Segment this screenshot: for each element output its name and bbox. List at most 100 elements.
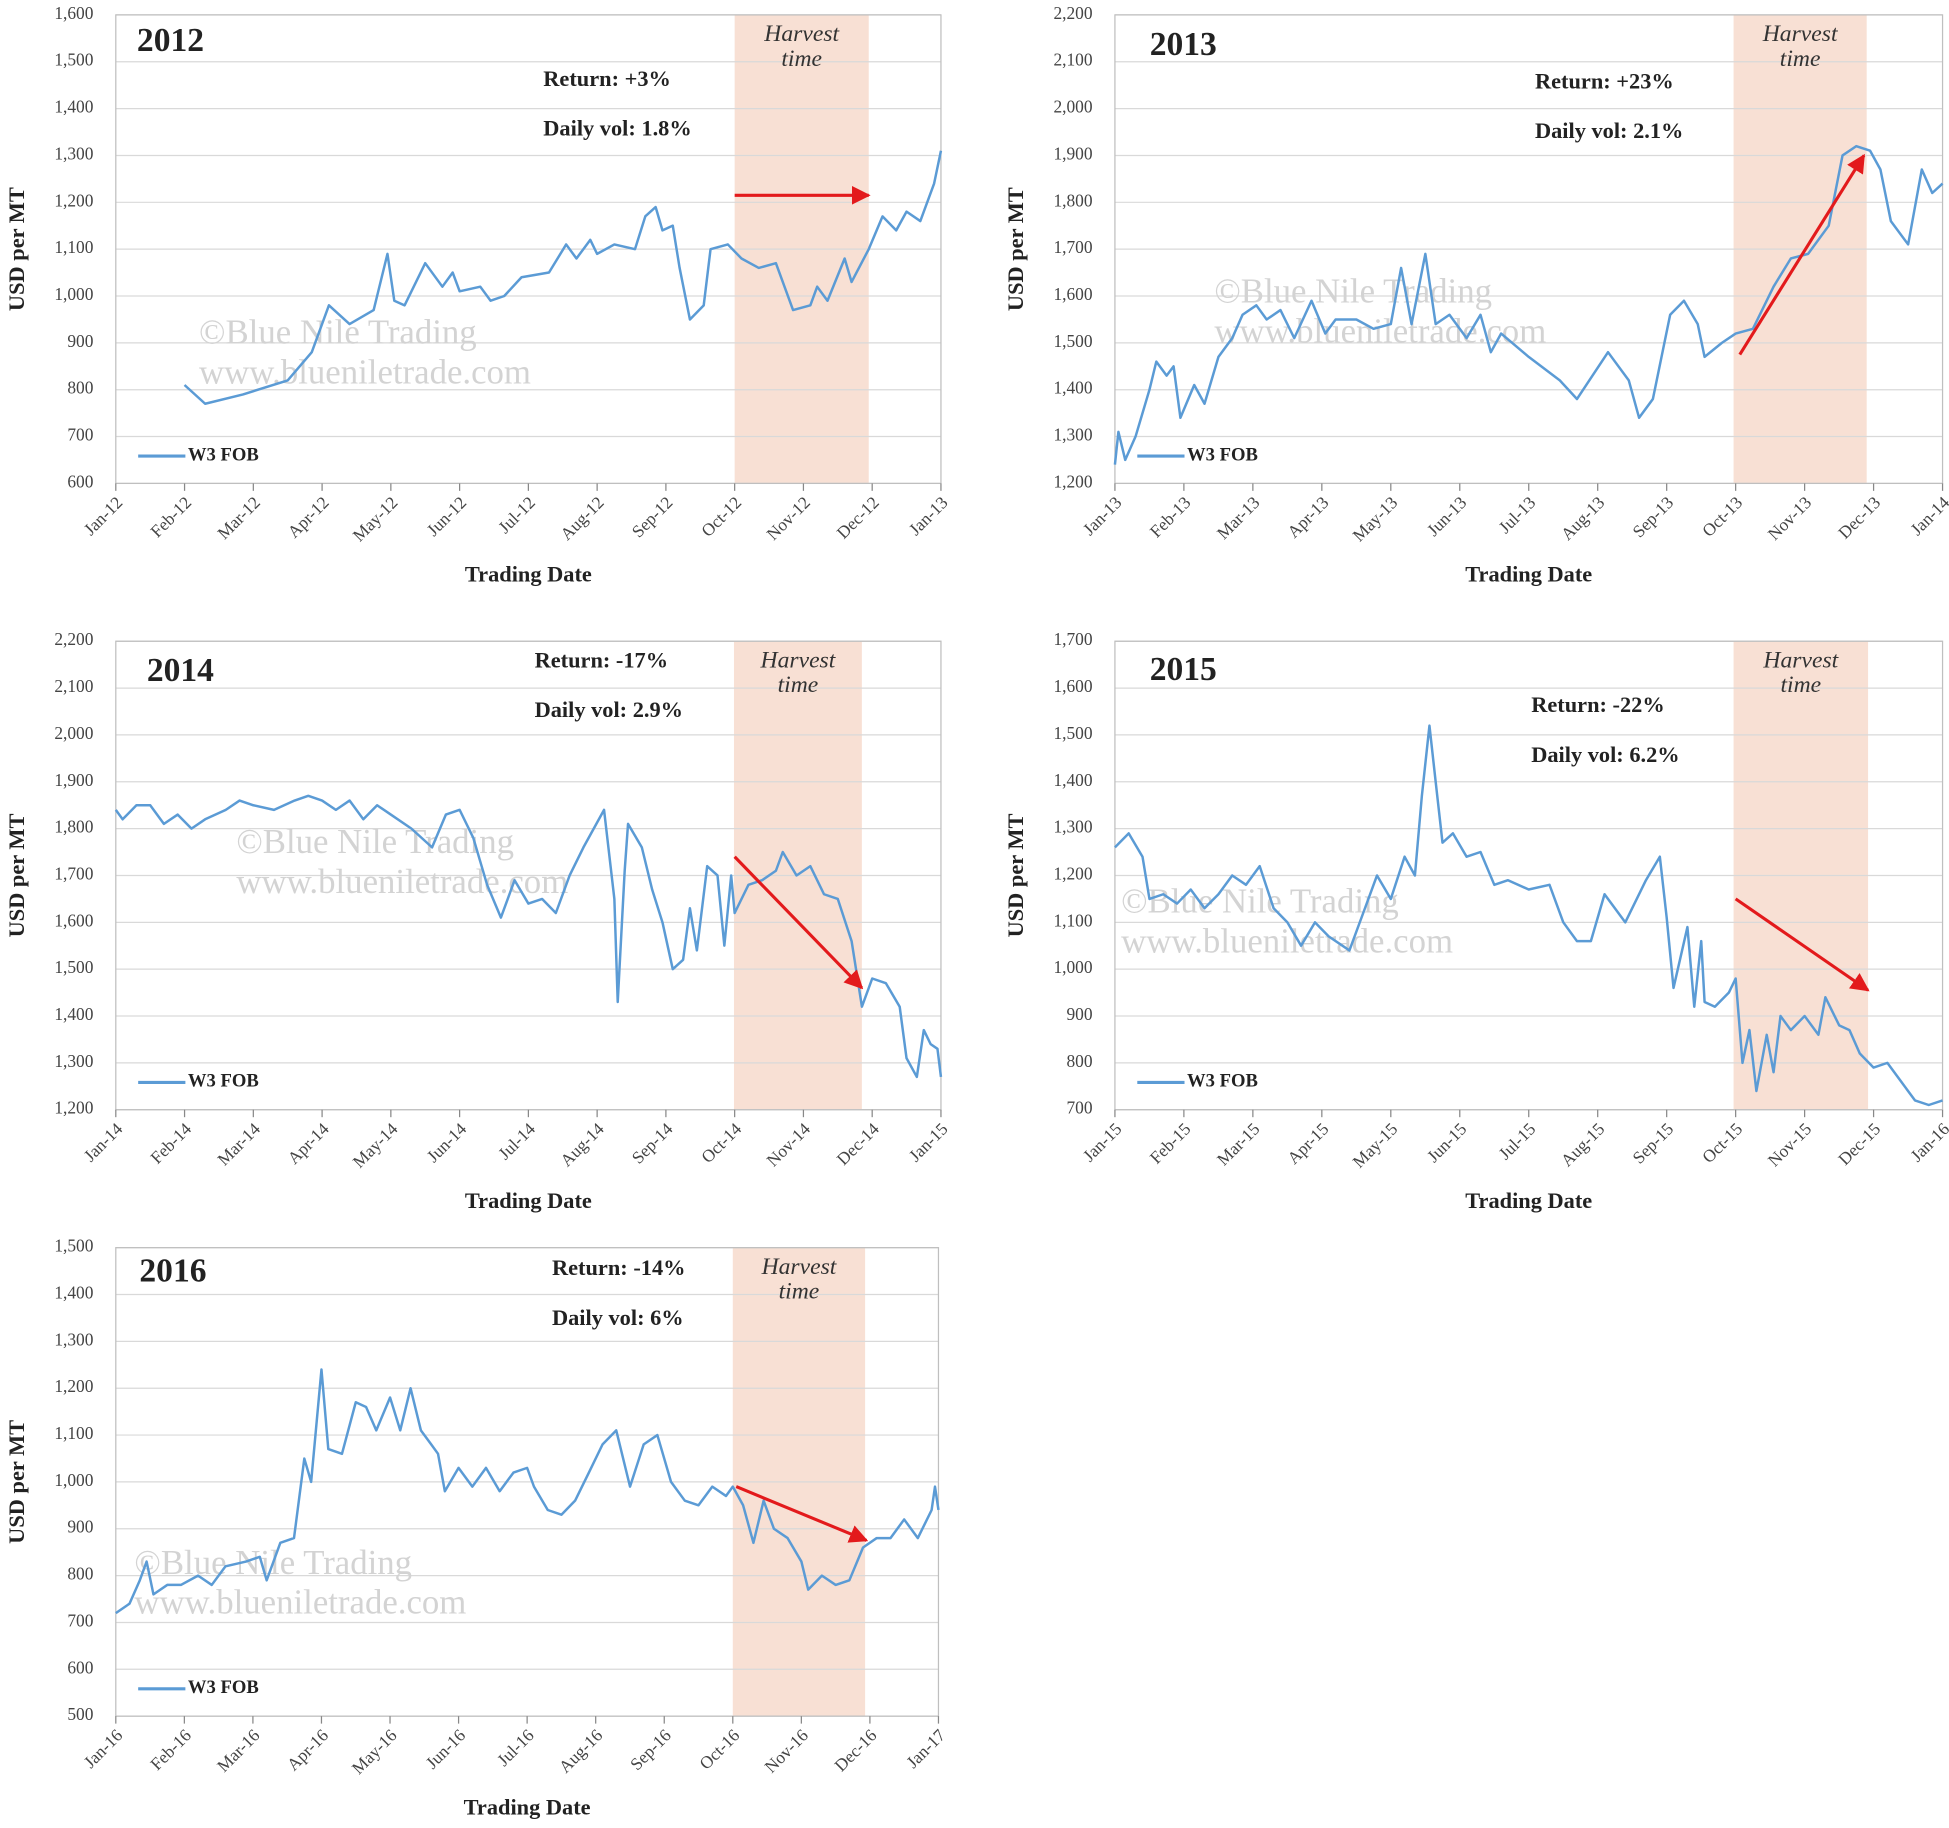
x-tick-label: Mar-15 [1213,1119,1263,1169]
x-tick-label: Oct-15 [1699,1119,1747,1167]
trend-arrow [733,855,864,990]
x-tick-label: Apr-15 [1284,1119,1333,1168]
y-axis-title: USD per MT [4,187,29,311]
y-tick-label: 1,700 [1053,238,1092,257]
harvest-label: Harvest time [760,648,836,699]
x-tick-label: Nov-15 [1764,1119,1815,1170]
legend-label: W3 FOB [188,1677,259,1698]
x-tick-label: Jan-17 [903,1726,949,1772]
x-tick-label: Jan-15 [1079,1119,1125,1165]
x-tick-label: Apr-12 [284,493,333,542]
x-tick-label: Feb-16 [147,1726,195,1774]
harvest-label-box: Harvest time [764,22,839,71]
watermark: ©Blue Nile Trading [1121,882,1399,921]
x-tick-label: Oct-14 [698,1119,746,1167]
y-tick-label: 1,000 [54,285,93,304]
watermark: www.blueniletrade.com [134,1583,466,1622]
x-tick-label: Aug-14 [557,1119,608,1170]
y-tick-label: 2,200 [1053,4,1092,23]
return-annotation: Return: -17% [535,647,669,672]
price-line [114,794,943,1079]
y-tick-label: 1,000 [54,1471,93,1490]
y-tick-label: 600 [67,1658,93,1677]
y-tick-label: 800 [67,379,93,398]
x-axis-title: Trading Date [465,1188,592,1213]
harvest-label: Harvest time [1762,22,1838,73]
x-tick-label: Jan-14 [1907,493,1949,539]
legend-label: W3 FOB [188,444,259,465]
watermark: ©Blue Nile Trading [1214,272,1492,311]
trend-arrow [1738,153,1866,356]
price-line [1113,144,1944,465]
x-tick-label: Aug-16 [555,1726,606,1777]
x-tick-label: Sep-12 [628,493,676,541]
vol-annotation: Daily vol: 6.2% [1531,742,1679,767]
y-tick-label: 1,300 [1053,818,1092,837]
harvest-label: Harvest time [1763,648,1839,699]
harvest-label-box: Harvest time [1763,648,1839,699]
harvest-label: Harvest time [761,1255,837,1305]
x-tick-label: Apr-14 [284,1119,333,1168]
y-tick-label: 700 [1066,1099,1092,1118]
x-tick-label: Aug-13 [1557,493,1608,544]
x-tick-label: Apr-13 [1284,493,1333,542]
x-tick-label: Aug-15 [1557,1119,1608,1170]
x-tick-label: Jan-13 [1079,493,1125,539]
y-axis-title: USD per MT [1003,813,1028,937]
y-axis-title: USD per MT [4,1420,29,1544]
y-tick-label: 1,200 [54,191,93,210]
y-tick-label: 700 [67,426,93,445]
x-tick-label: Jul-13 [1495,493,1539,537]
x-tick-label: Nov-16 [761,1726,812,1777]
x-axis-title: Trading Date [465,562,592,587]
x-tick-label: Feb-13 [1146,493,1194,541]
x-tick-label: Aug-12 [557,493,608,544]
x-tick-label: Dec-13 [1835,493,1885,543]
x-tick-label: Jun-16 [422,1726,469,1773]
y-tick-label: 1,800 [54,818,93,837]
x-tick-label: Jun-14 [423,1119,470,1166]
x-tick-label: Nov-12 [763,493,814,544]
y-tick-label: 1,700 [1053,630,1092,649]
x-tick-label: Oct-12 [698,493,746,541]
y-tick-label: 1,200 [1053,864,1092,883]
x-tick-label: Jan-13 [905,493,951,539]
y-tick-label: 1,500 [54,1237,93,1256]
y-tick-label: 1,900 [1053,144,1092,163]
x-tick-label: May-16 [348,1726,401,1779]
x-tick-label: Oct-13 [1699,493,1747,541]
x-tick-label: Jan-16 [80,1726,126,1772]
y-tick-label: 1,600 [1053,677,1092,696]
price-line [183,150,943,405]
watermark: www.blueniletrade.com [1121,921,1453,960]
harvest-label-box: Harvest time [1762,22,1838,73]
y-tick-label: 1,400 [54,1283,93,1302]
x-tick-label: Jul-15 [1495,1119,1539,1163]
x-axis-title: Trading Date [1465,1188,1592,1213]
vol-annotation: Daily vol: 2.1% [1535,118,1683,143]
x-tick-label: Feb-15 [1146,1119,1194,1167]
x-tick-label: Mar-12 [214,493,264,543]
x-tick-label: Jul-12 [495,493,539,537]
x-tick-label: May-13 [1349,493,1402,546]
x-tick-label: Sep-13 [1629,493,1677,541]
harvest-label-box: Harvest time [760,648,836,699]
y-tick-label: 1,100 [1053,911,1092,930]
y-tick-label: 1,400 [54,98,93,117]
y-tick-label: 1,200 [54,1099,93,1118]
x-tick-label: Jun-12 [423,493,470,540]
x-tick-label: Dec-16 [831,1726,881,1776]
trend-arrow [735,1485,869,1543]
chart-title: 2013 [1150,26,1217,63]
x-tick-label: Dec-14 [833,1119,883,1169]
y-tick-label: 1,200 [1053,472,1092,491]
vol-annotation: Daily vol: 2.9% [535,697,683,722]
y-tick-label: 1,300 [54,1052,93,1071]
x-tick-label: Sep-15 [1629,1119,1677,1167]
x-tick-label: Mar-16 [213,1726,263,1776]
price-line [115,1368,940,1615]
y-tick-label: 500 [67,1705,93,1724]
y-axis-title: USD per MT [4,813,29,937]
x-tick-label: Jul-14 [495,1119,539,1163]
y-tick-label: 1,700 [54,864,93,883]
